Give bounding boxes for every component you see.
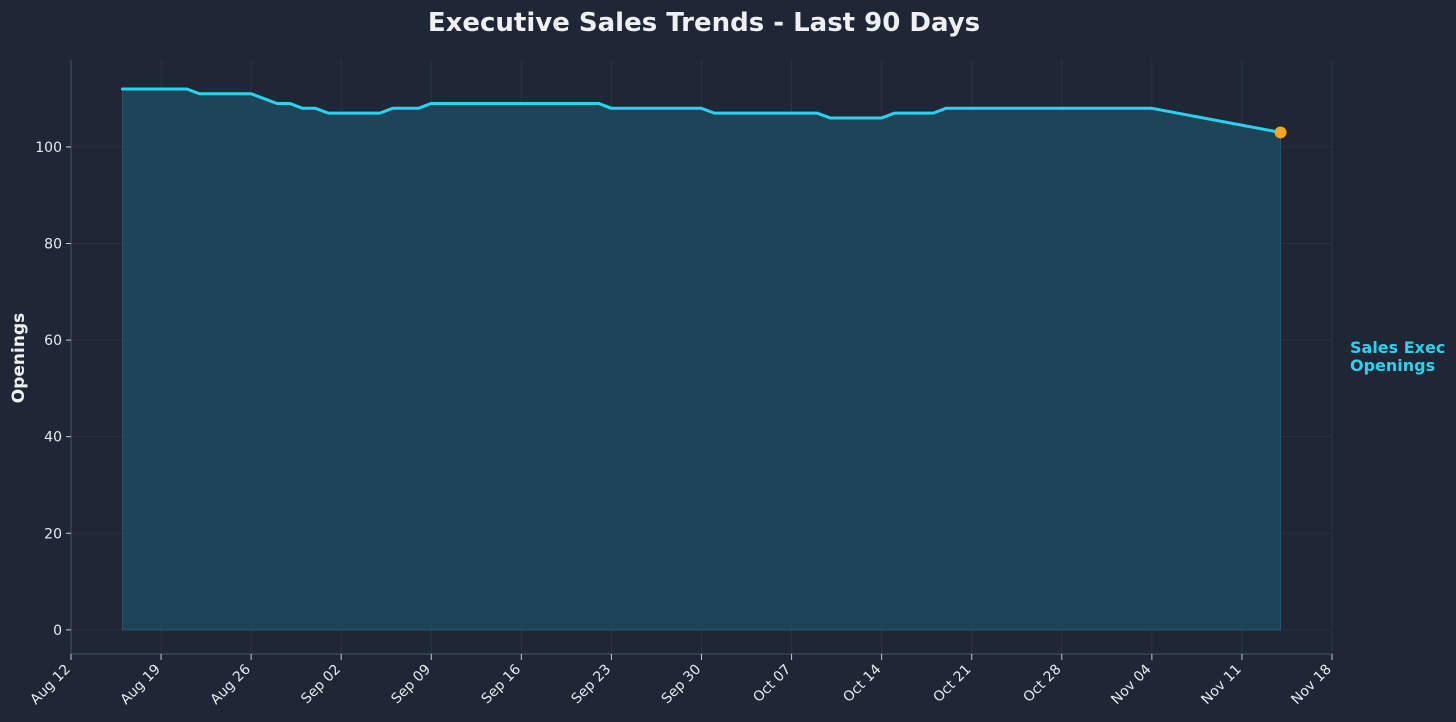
series-name-label: Sales Exec Openings (1350, 338, 1445, 375)
chart-title: Executive Sales Trends - Last 90 Days (428, 8, 980, 38)
x-tick-label: Sep 09 (388, 662, 434, 708)
y-tick-label: 20 (44, 526, 62, 542)
y-axis-label: Openings (9, 313, 29, 403)
series-name-line: Sales Exec (1350, 338, 1445, 357)
x-tick-label: Oct 14 (840, 661, 884, 705)
y-tick-label: 80 (44, 237, 62, 253)
x-tick-label: Nov 11 (1198, 662, 1244, 708)
x-tick-label: Sep 16 (478, 661, 524, 707)
y-tick-label: 40 (44, 430, 62, 446)
y-tick-label: 60 (44, 333, 62, 349)
x-tick-label: Nov 04 (1108, 661, 1154, 707)
series-name-line: Openings (1350, 356, 1435, 375)
x-tick-label: Aug 19 (118, 662, 164, 708)
x-tick-label: Aug 12 (27, 662, 73, 708)
series-line (120, 87, 1283, 134)
y-tick-label: 0 (53, 623, 62, 639)
x-tick-label: Oct 07 (750, 662, 794, 706)
x-tick-label: Nov 18 (1288, 662, 1334, 708)
last-data-point (1274, 126, 1287, 139)
x-tick-label: Oct 21 (930, 662, 974, 706)
x-tick-label: Sep 02 (298, 662, 344, 708)
series-area-fill (121, 88, 1282, 631)
x-tick-label: Sep 23 (569, 662, 615, 708)
x-tick-label: Sep 30 (659, 662, 705, 708)
labels: Sales Exec Openings (1350, 338, 1445, 375)
y-tick-label: 100 (35, 140, 62, 156)
plot-area (120, 87, 1287, 631)
x-tick-label: Aug 26 (208, 661, 254, 707)
x-tick-label: Oct 28 (1020, 662, 1064, 706)
